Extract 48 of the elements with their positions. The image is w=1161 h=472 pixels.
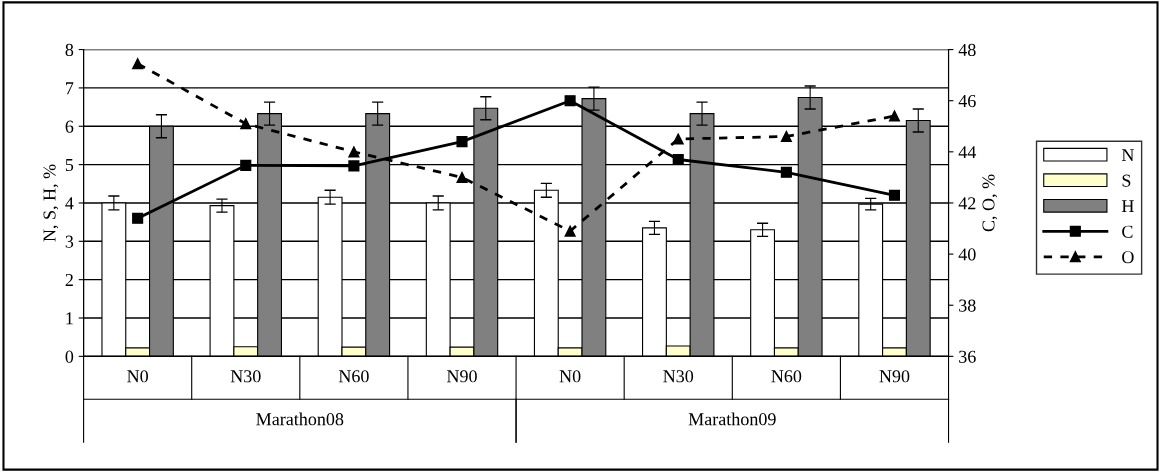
y-tick-label: 4	[65, 197, 74, 210]
legend-label: O	[1122, 251, 1134, 264]
point	[240, 118, 252, 130]
point	[672, 133, 684, 145]
legend-label: H	[1121, 200, 1134, 213]
legend-label: N	[1121, 149, 1134, 162]
point	[780, 130, 792, 143]
x-tick-label: N0	[127, 370, 148, 383]
y2-tick-label: 38	[959, 299, 976, 312]
y2-axis-title: C, O, %	[982, 174, 998, 232]
x-tick-label: N90	[879, 370, 910, 383]
point	[132, 212, 144, 224]
point	[132, 58, 144, 70]
point	[564, 225, 576, 237]
point	[888, 110, 901, 122]
y-tick-label: 7	[66, 82, 74, 95]
y-tick-label: 3	[65, 235, 74, 248]
text: Marathon08	[256, 412, 344, 426]
y-axis-title: N, S, H, %	[43, 164, 59, 242]
point	[348, 160, 360, 172]
y-tick-label: 0	[65, 350, 74, 363]
legend-label: C	[1122, 225, 1133, 238]
point	[780, 166, 792, 178]
y2-tick-label: 46	[958, 95, 976, 108]
y-tick-label: 2	[65, 273, 73, 286]
x-tick-label: N90	[446, 370, 477, 383]
y-tick-label: 8	[65, 43, 74, 56]
x-tick-label: N30	[663, 370, 694, 383]
y-tick-label: 6	[65, 120, 74, 133]
y-tick-label: 1	[66, 312, 73, 325]
y2-tick-label: 36	[959, 350, 976, 363]
y2-tick-label: 48	[958, 43, 976, 56]
y2-tick-label: 40	[958, 248, 976, 261]
y2-tick-label: 42	[958, 197, 976, 210]
point	[456, 171, 468, 183]
point	[456, 136, 468, 148]
point	[564, 95, 576, 107]
point	[240, 159, 252, 171]
y-tick-label: 5	[65, 159, 74, 172]
x-tick-label: N30	[230, 370, 261, 383]
text: Marathon09	[688, 412, 776, 426]
x-tick-label: N60	[771, 370, 802, 383]
point	[888, 189, 901, 201]
point	[348, 146, 360, 158]
legend-label: S	[1122, 174, 1131, 187]
y2-tick-label: 44	[958, 146, 977, 159]
x-tick-label: N60	[338, 370, 369, 383]
x-tick-label: N0	[559, 370, 581, 383]
